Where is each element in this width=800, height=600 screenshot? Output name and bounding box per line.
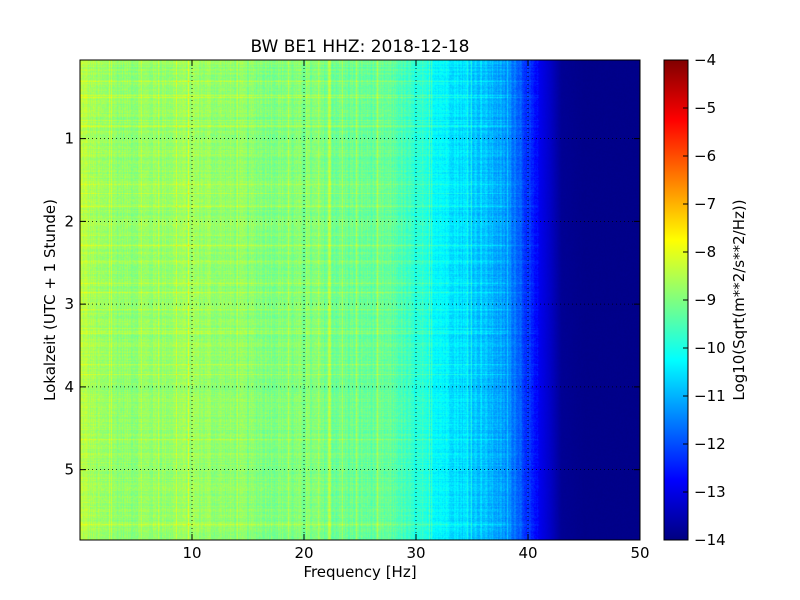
x-tick-label: 10 [182, 544, 201, 562]
colorbar-tick-label: −10 [694, 339, 726, 357]
colorbar-tick-label: −9 [694, 291, 716, 309]
colorbar-tick-label: −11 [694, 387, 726, 405]
grid-lines [80, 60, 640, 540]
colorbar-tick-label: −7 [694, 195, 716, 213]
y-tick-label: 5 [64, 461, 74, 479]
chart-title: BW BE1 HHZ: 2018-12-18 [250, 37, 469, 57]
colorbar-tick-label: −5 [694, 99, 716, 117]
y-tick-label: 3 [64, 295, 74, 313]
colorbar-tick-label: −6 [694, 147, 716, 165]
colorbar-tick-label: −13 [694, 483, 726, 501]
x-axis-label: Frequency [Hz] [303, 563, 416, 581]
colorbar-label: Log10(Sqrt(m**2/s**2/Hz)) [730, 199, 748, 400]
plot-frame [79, 59, 641, 541]
y-tick-label: 1 [64, 130, 74, 148]
colorbar-tick-label: −12 [694, 435, 726, 453]
x-tick-label: 40 [518, 544, 537, 562]
spectrogram-plot [80, 60, 640, 540]
y-axis-label: Lokalzeit (UTC + 1 Stunde) [41, 199, 59, 401]
x-tick-label: 20 [294, 544, 313, 562]
colorbar-tick-label: −8 [694, 243, 716, 261]
x-tick-label: 30 [406, 544, 425, 562]
x-tick-label: 50 [630, 544, 649, 562]
colorbar-tick-label: −14 [694, 531, 726, 549]
colorbar-tick-label: −4 [694, 51, 716, 69]
y-axis-ticks: 1 2 3 4 5 [64, 130, 640, 479]
y-tick-label: 4 [64, 378, 74, 396]
y-tick-label: 2 [64, 212, 74, 230]
colorbar-ticks: −4 −5 −6 −7 −8 −9 −10 −11 −12 −13 −14 [683, 51, 726, 549]
x-axis-ticks: 10 20 30 40 50 [182, 60, 650, 562]
spectrogram-image [80, 60, 640, 540]
